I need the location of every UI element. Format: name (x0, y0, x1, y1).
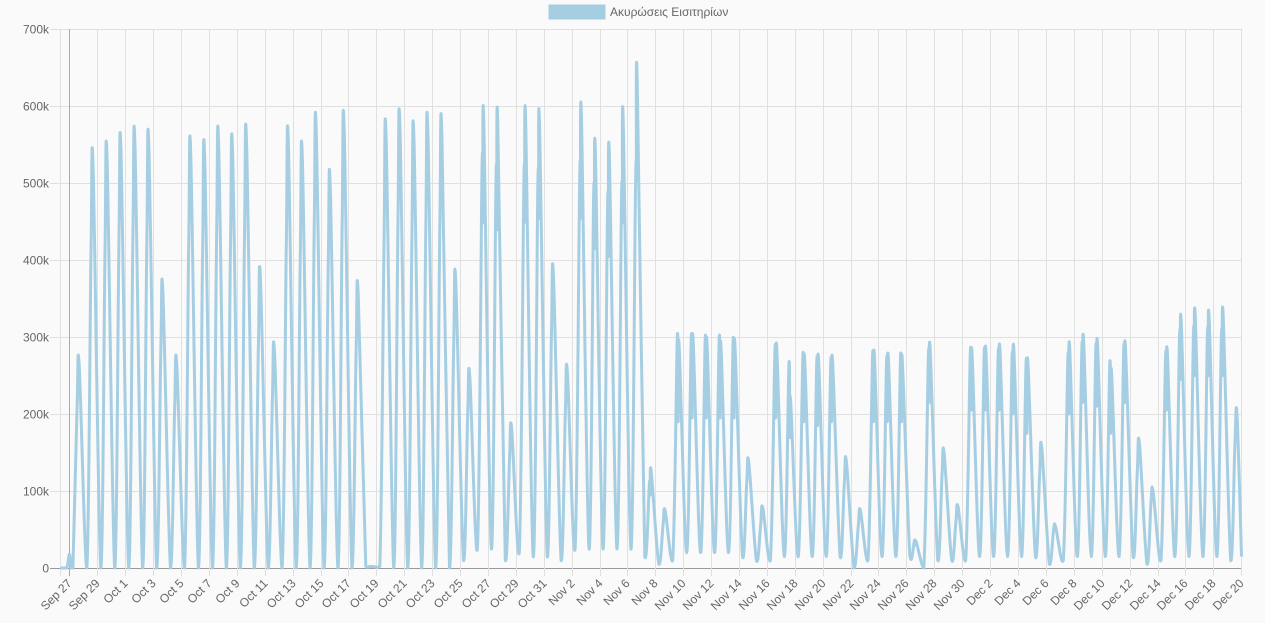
x-tick-label: Oct 3 (128, 576, 158, 606)
y-tick-label: 300k (23, 331, 50, 345)
x-tick-label: Dec 20 (1210, 576, 1247, 613)
x-tick-label: Oct 7 (184, 576, 214, 606)
legend[interactable]: Ακυρώσεις Εισιτηρίων (548, 4, 728, 20)
y-tick-label: 400k (23, 254, 50, 268)
x-tick-label: Nov 6 (601, 576, 633, 608)
y-tick-label: 500k (23, 177, 50, 191)
x-tick-label: Sep 29 (66, 576, 103, 613)
x-tick-label: Oct 21 (375, 576, 410, 611)
x-tick-label: Nov 30 (931, 576, 968, 613)
legend-swatch[interactable] (548, 4, 606, 20)
x-tick-label: Oct 27 (459, 576, 494, 611)
y-tick-label: 100k (23, 485, 50, 499)
y-tick-label: 0 (42, 562, 49, 576)
x-tick-label: Oct 11 (236, 576, 270, 610)
x-tick-label: Oct 23 (403, 576, 438, 611)
x-tick-label: Nov 2 (546, 576, 578, 608)
x-tick-label: Oct 29 (487, 576, 522, 611)
legend-label[interactable]: Ακυρώσεις Εισιτηρίων (610, 5, 728, 19)
x-tick-label: Oct 17 (319, 576, 354, 611)
series-layer (60, 60, 1243, 570)
x-tick-label: Dec 6 (1020, 576, 1052, 608)
y-tick-label: 200k (23, 408, 50, 422)
x-tick-label: Oct 1 (100, 576, 130, 606)
x-tick-label: Oct 31 (515, 576, 550, 611)
x-tick-label: Oct 19 (347, 576, 382, 611)
x-tick-label: Dec 2 (964, 576, 996, 608)
x-tick-label: Oct 15 (292, 576, 327, 611)
x-tick-label: Oct 13 (264, 576, 299, 611)
x-tick-label: Oct 25 (431, 576, 466, 611)
y-tick-label: 600k (23, 100, 50, 114)
x-tick-label: Oct 5 (156, 576, 186, 606)
series-line[interactable] (60, 60, 1243, 570)
x-tick-label: Nov 4 (574, 576, 606, 608)
y-axis: 0 100k 200k 300k 400k 500k 600k 700k (23, 23, 50, 576)
x-tick-label: Dec 4 (992, 576, 1024, 608)
y-tick-label: 700k (23, 23, 50, 37)
